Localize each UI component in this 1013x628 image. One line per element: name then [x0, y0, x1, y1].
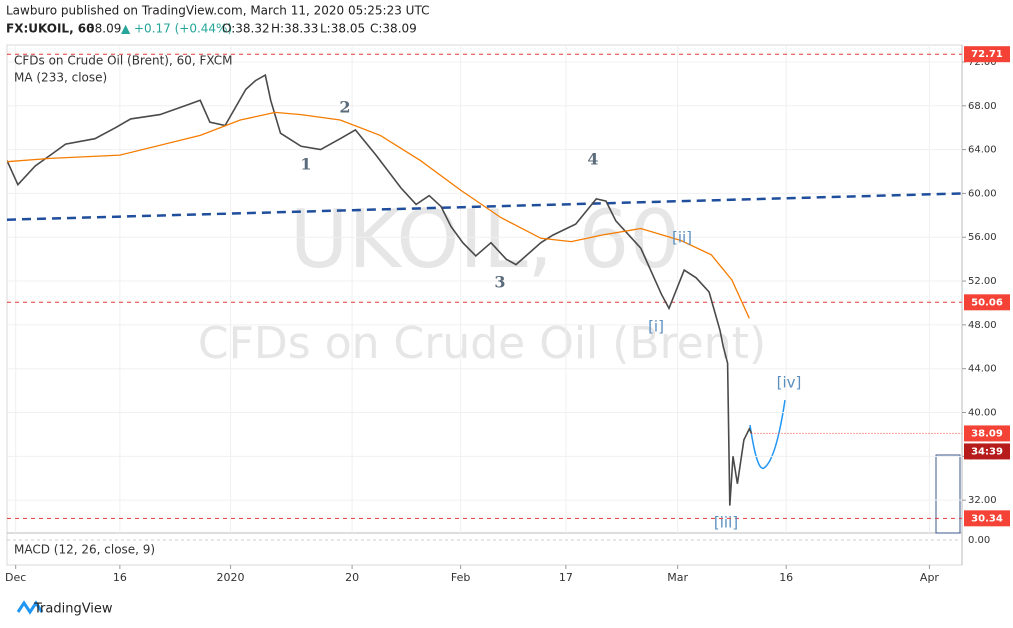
logo [16, 600, 44, 615]
watermark-description: CFDs on Crude Oil (Brent) [198, 318, 766, 369]
plot [7, 45, 962, 533]
y-tick-label: 56.00 [968, 232, 997, 243]
x-tick-label: 2020 [217, 571, 245, 584]
wave-label: [iii] [714, 514, 738, 532]
symbol: FX:UKOIL, 60 [6, 22, 95, 36]
x-tick-label: 20 [345, 571, 359, 584]
y-tick-label: 48.00 [968, 320, 997, 331]
y-tick-label: 68.00 [968, 101, 997, 112]
x-tick-label: 17 [559, 571, 573, 584]
open: O:38.32 [222, 22, 270, 36]
plot-frame [6, 44, 963, 566]
x-tick-label: Feb [451, 571, 470, 584]
wave-label: [ii] [672, 229, 692, 247]
price-label: 72.71 [971, 49, 1003, 60]
x-tick-label: Dec [5, 571, 26, 584]
legend-entry: CFDs on Crude Oil (Brent), 60, FXCM [14, 54, 232, 68]
series-line [7, 111, 750, 319]
last-price-label: 38.09 [971, 428, 1003, 439]
legend-entry: MA (233, close) [14, 71, 107, 85]
macd-tick-label: 0.00 [968, 535, 990, 546]
y-tick-label: 32.00 [968, 495, 997, 506]
last-price-box [964, 425, 1010, 442]
countdown: 34:39 [971, 446, 1003, 457]
price-label: 30.34 [971, 513, 1003, 524]
high: H:38.33 [271, 22, 318, 36]
footer-brand: TradingView [33, 602, 113, 617]
y-tick-label: 52.00 [968, 276, 997, 287]
change: +0.17 (+0.44%) [134, 22, 232, 36]
low: L:38.05 [320, 22, 365, 36]
y-tick-label: 72.00 [968, 57, 997, 68]
price-label-box [964, 46, 1010, 63]
x-tick-label: Apr [920, 571, 940, 584]
y-tick-label: 44.00 [968, 364, 997, 375]
x-tick-label: Mar [667, 571, 688, 584]
box-drawing [935, 454, 961, 534]
macd-title: MACD (12, 26, close, 9) [14, 543, 155, 557]
wave-label: 1 [300, 155, 311, 174]
x-tick-label: 16 [779, 571, 793, 584]
x-tick-label: 16 [113, 571, 127, 584]
up-arrow: ▲ [121, 22, 131, 36]
trend-line [7, 192, 962, 221]
projection-path [749, 399, 786, 469]
countdown-box [964, 443, 1010, 460]
wave-label: 3 [494, 273, 505, 292]
watermark-symbol: UKOIL, 60 [290, 193, 680, 286]
close: C:38.09 [370, 22, 417, 36]
y-tick-label: 40.00 [968, 408, 997, 419]
wave-label: [i] [648, 318, 664, 336]
wave-label: 2 [339, 98, 350, 117]
y-tick-label: 64.00 [968, 145, 997, 156]
price: 38.09 [87, 22, 121, 36]
price-label: 50.06 [971, 297, 1003, 308]
y-tick-label: 60.00 [968, 188, 997, 199]
price-label-box [964, 294, 1010, 311]
series-line [7, 73, 753, 506]
wave-label: [iv] [777, 374, 802, 392]
publish-line: Lawburo published on TradingView.com, Ma… [6, 4, 429, 18]
wave-label: 4 [587, 150, 598, 169]
price-label-box [964, 510, 1010, 527]
